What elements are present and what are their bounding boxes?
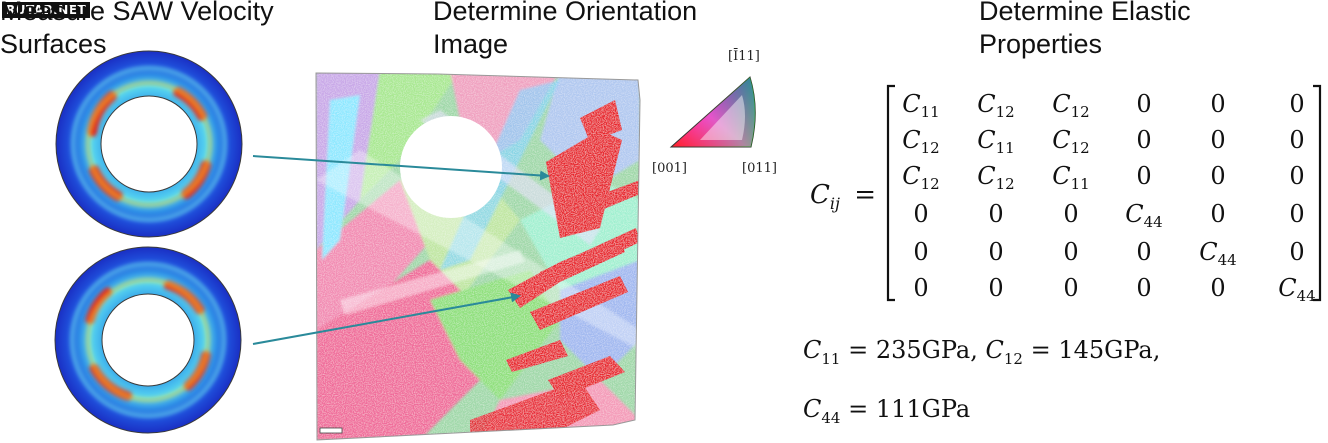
matrix-cell-r3-c5: 0 — [1210, 162, 1226, 190]
matrix-cell-r3-c4: 0 — [1136, 162, 1152, 190]
arrow-saw2-to-grain — [252, 292, 521, 345]
matrix-cell-r5-c1: 0 — [913, 238, 929, 266]
matrix-cell-r4-c1: 0 — [913, 200, 929, 228]
matrix-cell-r4-c6: 0 — [1289, 200, 1305, 228]
title-elastic-line-2: Properties — [979, 29, 1103, 59]
stiffness-matrix-label: Cij = — [810, 180, 876, 213]
matrix-cell-r1-c4: 0 — [1136, 90, 1152, 118]
matrix-cell-r1-c6: 0 — [1289, 90, 1305, 118]
title-saw-line-2: Surfaces — [0, 29, 107, 59]
matrix-cell-r2-c1: C12 — [902, 126, 940, 157]
matrix-cell-r1-c3: C12 — [1052, 90, 1090, 121]
matrix-cell-r3-c2: C12 — [977, 162, 1015, 193]
matrix-cell-r4-c4: C44 — [1125, 200, 1163, 231]
c11-value: = 235GPa, — [848, 336, 978, 364]
c44-value: = 111GPa — [848, 395, 971, 423]
title-saw-line-1: Measure SAW Velocity — [0, 0, 274, 26]
elastic-values-line-1: C11 = 235GPa, C12 = 145GPa, — [803, 336, 1161, 368]
matrix-cell-r3-c3: C11 — [1052, 162, 1090, 193]
matrix-cell-r6-c3: 0 — [1063, 274, 1079, 302]
matrix-cell-r6-c5: 0 — [1210, 274, 1226, 302]
matrix-cell-r6-c4: 0 — [1136, 274, 1152, 302]
matrix-brackets — [886, 84, 1322, 302]
matrix-cell-r2-c5: 0 — [1210, 126, 1226, 154]
matrix-cell-r3-c1: C12 — [902, 162, 940, 193]
title-orientation-line-1: Determine Orientation — [433, 0, 698, 26]
arrow-saw1-to-grain — [252, 155, 550, 181]
matrix-cell-r4-c3: 0 — [1063, 200, 1079, 228]
cij-equals: = — [854, 180, 877, 210]
matrix-cell-r4-c5: 0 — [1210, 200, 1226, 228]
saw-velocity-surface-1 — [55, 50, 243, 238]
elastic-values-line-2: C44 = 111GPa — [803, 395, 971, 427]
matrix-cell-r2-c3: C12 — [1052, 126, 1090, 157]
matrix-cell-r2-c2: C11 — [977, 126, 1015, 157]
title-orientation-line-2: Image — [433, 29, 509, 59]
ipf-label-001: [001] — [652, 161, 687, 176]
cij-subscript: ij — [829, 194, 840, 213]
c12-value: = 145GPa, — [1030, 336, 1161, 364]
watermark-logo: RUTAB.NET — [2, 2, 91, 18]
matrix-cell-r2-c6: 0 — [1289, 126, 1305, 154]
ipf-label-111: [Ī11] — [728, 48, 760, 64]
matrix-cell-r5-c3: 0 — [1063, 238, 1079, 266]
saw-velocity-surface-2 — [54, 246, 242, 434]
matrix-cell-r5-c6: 0 — [1289, 238, 1305, 266]
matrix-cell-r1-c1: C11 — [902, 90, 940, 121]
title-orientation: Determine Orientation Image — [433, 0, 697, 61]
matrix-cell-r1-c2: C12 — [977, 90, 1015, 121]
matrix-cell-r2-c4: 0 — [1136, 126, 1152, 154]
matrix-cell-r4-c2: 0 — [988, 200, 1004, 228]
matrix-cell-r5-c4: 0 — [1136, 238, 1152, 266]
ipf-label-011: [011] — [742, 161, 777, 176]
matrix-cell-r5-c2: 0 — [988, 238, 1004, 266]
matrix-cell-r6-c1: 0 — [913, 274, 929, 302]
matrix-cell-r5-c5: C44 — [1199, 238, 1237, 269]
title-elastic: Determine Elastic Properties — [979, 0, 1191, 61]
matrix-cell-r6-c6: C44 — [1278, 274, 1316, 305]
ebsd-orientation-map — [315, 72, 641, 441]
matrix-cell-r3-c6: 0 — [1289, 162, 1305, 190]
matrix-cell-r1-c5: 0 — [1210, 90, 1226, 118]
title-elastic-line-1: Determine Elastic — [979, 0, 1191, 26]
inverse-pole-figure-legend: [Ī11] [001] [011] — [652, 48, 777, 176]
matrix-cell-r6-c2: 0 — [988, 274, 1004, 302]
cij-symbol: C — [810, 180, 830, 210]
title-saw: Measure SAW Velocity Surfaces — [0, 0, 274, 61]
